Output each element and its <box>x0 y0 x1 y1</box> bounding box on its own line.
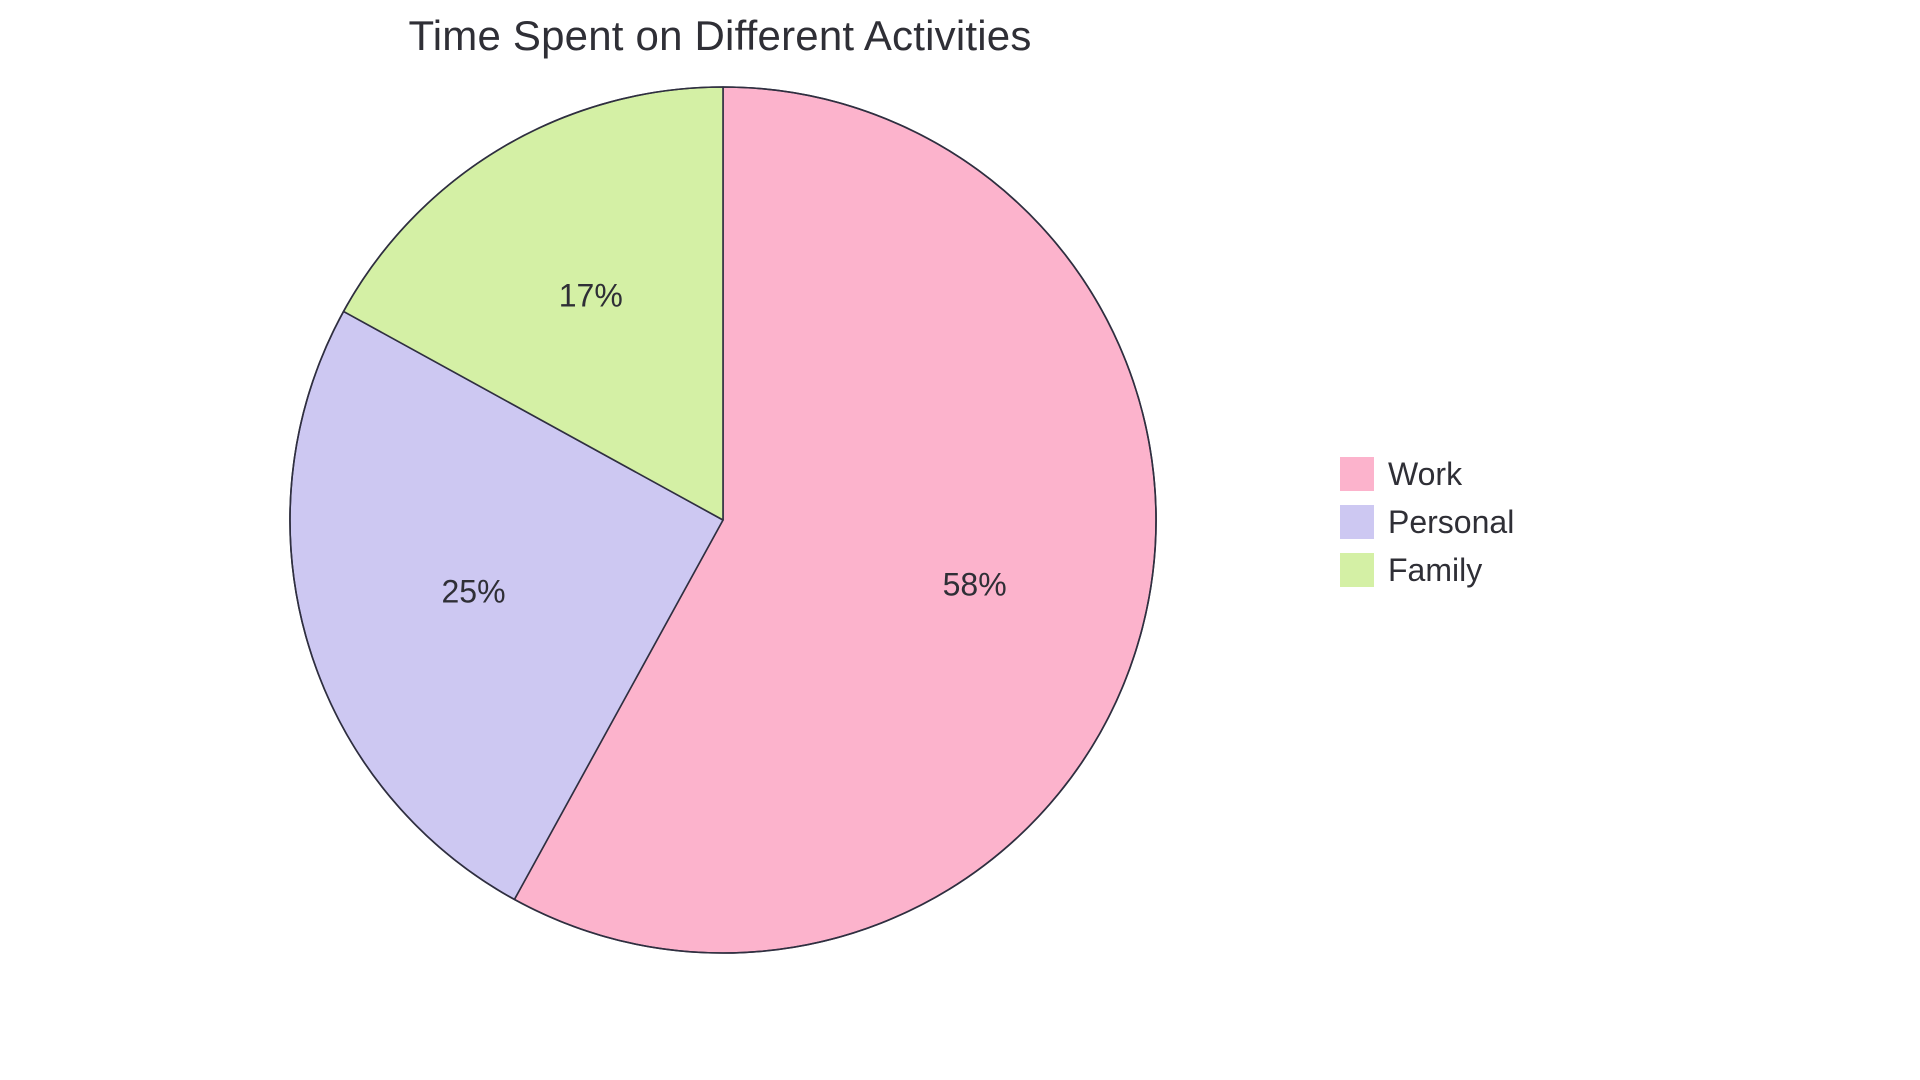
legend-item-family: Family <box>1340 546 1514 594</box>
chart-stage: Time Spent on Different Activities 58% 25… <box>0 0 1920 1080</box>
pie-svg <box>288 85 1158 955</box>
legend-label-work: Work <box>1388 450 1462 498</box>
legend-item-work: Work <box>1340 450 1514 498</box>
legend-label-personal: Personal <box>1388 498 1514 546</box>
pie-chart: 58% 25% 17% <box>288 85 1158 955</box>
legend-swatch-work <box>1340 457 1374 491</box>
legend-label-family: Family <box>1388 546 1482 594</box>
slice-label-personal: 25% <box>441 574 505 611</box>
chart-title: Time Spent on Different Activities <box>0 12 1440 60</box>
slice-label-work: 58% <box>943 566 1007 603</box>
legend-item-personal: Personal <box>1340 498 1514 546</box>
legend-swatch-family <box>1340 553 1374 587</box>
slice-label-family: 17% <box>559 278 623 315</box>
legend: WorkPersonalFamily <box>1340 450 1514 594</box>
legend-swatch-personal <box>1340 505 1374 539</box>
